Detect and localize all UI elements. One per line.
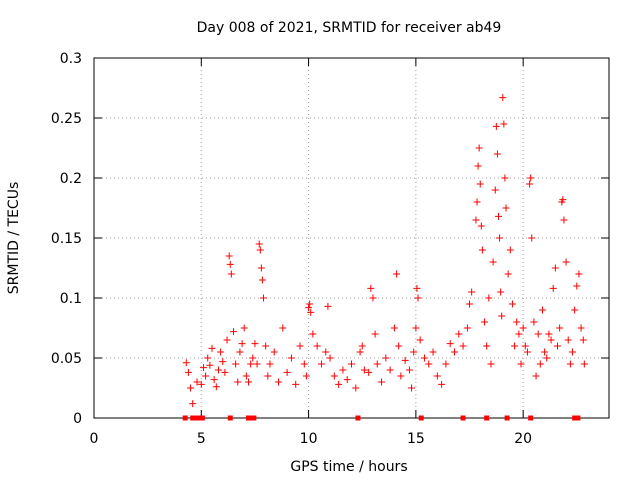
chart: 0 0.05 0.1 0.15 0.2 0.25 0.3 0 5 10 15 20 Day 008 o… (0, 0, 640, 480)
y-tick-label: 0.2 (60, 171, 82, 187)
y-tick-label: 0 (73, 411, 82, 427)
y-tick-label: 0.05 (51, 351, 82, 367)
bottom-marker (228, 416, 233, 421)
bottom-marker (505, 416, 510, 421)
y-tick-label: 0.15 (51, 231, 82, 247)
y-tick-label: 0.3 (60, 51, 82, 67)
y-axis-label: SRMTID / TECUs (6, 182, 22, 295)
x-tick-label: 10 (300, 431, 318, 447)
bottom-marker (528, 416, 533, 421)
bottom-marker (461, 416, 466, 421)
bottom-marker (200, 416, 205, 421)
x-tick-label: 15 (407, 431, 425, 447)
x-axis-label: GPS time / hours (290, 459, 407, 475)
x-tick-label: 20 (514, 431, 532, 447)
chart-background (0, 0, 640, 480)
bottom-marker (183, 416, 188, 421)
bottom-marker (484, 416, 489, 421)
x-tick-label: 5 (197, 431, 206, 447)
y-tick-label: 0.1 (60, 291, 82, 307)
x-tick-label: 0 (90, 431, 99, 447)
y-tick-label: 0.25 (51, 111, 82, 127)
chart-title: Day 008 of 2021, SRMTID for receiver ab4… (197, 20, 502, 36)
bottom-marker (575, 416, 580, 421)
bottom-marker (419, 416, 424, 421)
bottom-marker (251, 416, 256, 421)
bottom-marker (355, 416, 360, 421)
